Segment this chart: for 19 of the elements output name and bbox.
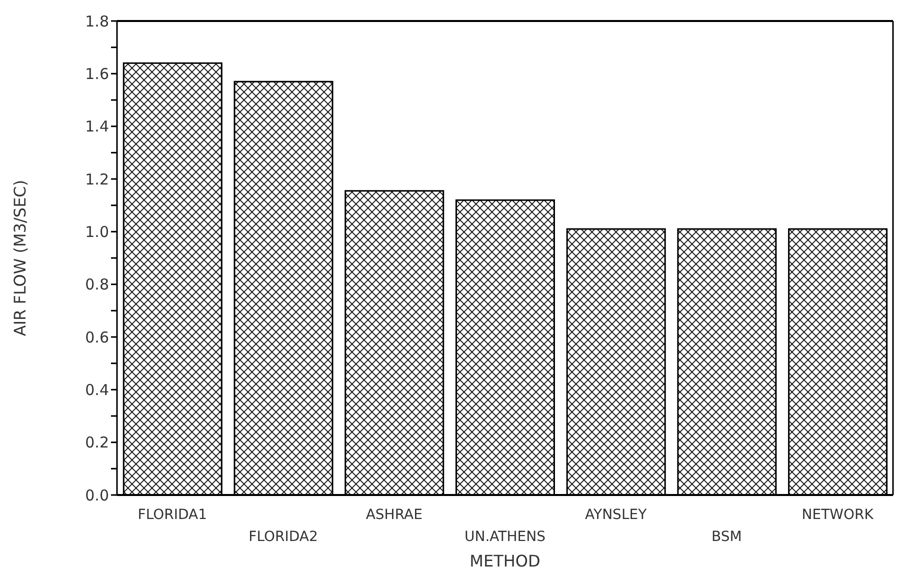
x-tick-label: AYNSLEY	[585, 507, 648, 523]
y-tick-label: 1.0	[85, 222, 109, 241]
x-tick-label: NETWORK	[802, 507, 874, 523]
x-tick-label: ASHRAE	[366, 507, 422, 523]
y-tick-label: 1.2	[85, 170, 109, 188]
y-tick-label: 1.8	[85, 12, 109, 30]
x-tick-label: BSM	[712, 529, 742, 545]
y-tick-label: 0.0	[85, 486, 109, 504]
y-tick-label: 0.4	[85, 380, 109, 399]
y-tick-label: 0.2	[85, 434, 109, 452]
y-tick-label: 1.4	[85, 118, 109, 136]
y-axis-title: AIR FLOW (M3/SEC)	[10, 180, 30, 336]
y-tick-label: 0.8	[85, 276, 109, 294]
x-axis-title: METHOD	[470, 551, 540, 570]
x-tick-label: FLORIDA2	[248, 529, 318, 545]
y-tick-label: 1.6	[85, 64, 109, 83]
y-tick-label: 0.6	[85, 328, 109, 346]
x-tick-label: UN.ATHENS	[464, 529, 546, 545]
x-tick-label: FLORIDA1	[138, 507, 208, 523]
